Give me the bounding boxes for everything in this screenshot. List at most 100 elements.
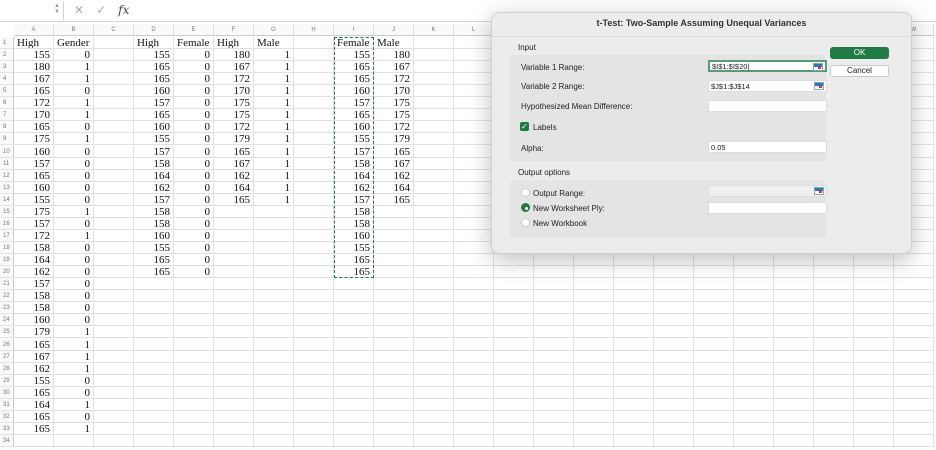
cell-H32[interactable] [294, 410, 334, 423]
cell-F4[interactable]: 172 [214, 73, 254, 86]
cell-U28[interactable] [814, 362, 854, 375]
cell-T34[interactable] [774, 434, 814, 447]
cell-M26[interactable] [494, 338, 534, 351]
range-picker-icon[interactable] [814, 187, 824, 195]
cell-R24[interactable] [694, 314, 734, 327]
cell-E14[interactable]: 0 [174, 193, 214, 206]
cell-W34[interactable] [894, 434, 934, 447]
cell-G13[interactable]: 1 [254, 181, 294, 194]
row-header-29[interactable]: 29 [0, 374, 14, 387]
name-box-stepper-icon[interactable]: ▲ ▼ [54, 3, 60, 15]
cell-O23[interactable] [574, 302, 614, 315]
cell-V30[interactable] [854, 386, 894, 399]
cell-B12[interactable]: 0 [54, 169, 94, 182]
cell-F20[interactable] [214, 266, 254, 279]
cell-F25[interactable] [214, 326, 254, 339]
cell-V28[interactable] [854, 362, 894, 375]
cell-W30[interactable] [894, 386, 934, 399]
cell-L8[interactable] [454, 121, 494, 134]
row-header-8[interactable]: 8 [0, 121, 14, 134]
cell-R28[interactable] [694, 362, 734, 375]
cell-D24[interactable] [134, 314, 174, 327]
name-box[interactable] [0, 1, 64, 20]
cell-L15[interactable] [454, 205, 494, 218]
cell-F2[interactable]: 180 [214, 49, 254, 62]
cell-L31[interactable] [454, 398, 494, 411]
cell-C2[interactable] [94, 49, 134, 62]
cell-J20[interactable] [374, 266, 414, 279]
cell-H17[interactable] [294, 229, 334, 242]
cell-P24[interactable] [614, 314, 654, 327]
cell-G29[interactable] [254, 374, 294, 387]
cell-Q29[interactable] [654, 374, 694, 387]
cell-A9[interactable]: 175 [14, 133, 54, 146]
cell-I3[interactable]: 165 [334, 61, 374, 74]
cell-H5[interactable] [294, 85, 334, 98]
cell-P23[interactable] [614, 302, 654, 315]
cell-Q21[interactable] [654, 278, 694, 291]
cell-W8[interactable] [894, 121, 934, 134]
cell-N28[interactable] [534, 362, 574, 375]
cell-U25[interactable] [814, 326, 854, 339]
cell-P34[interactable] [614, 434, 654, 447]
cell-I21[interactable] [334, 278, 374, 291]
cell-T29[interactable] [774, 374, 814, 387]
cell-W21[interactable] [894, 278, 934, 291]
cell-U29[interactable] [814, 374, 854, 387]
cell-H28[interactable] [294, 362, 334, 375]
cell-V26[interactable] [854, 338, 894, 351]
cell-E5[interactable]: 0 [174, 85, 214, 98]
cell-B13[interactable]: 0 [54, 181, 94, 194]
cell-K10[interactable] [414, 145, 454, 158]
cell-C18[interactable] [94, 242, 134, 255]
cell-K5[interactable] [414, 85, 454, 98]
cell-I1[interactable]: Female [334, 37, 374, 49]
cell-W17[interactable] [894, 229, 934, 242]
cell-M23[interactable] [494, 302, 534, 315]
cell-W20[interactable] [894, 266, 934, 279]
cell-E12[interactable]: 0 [174, 169, 214, 182]
cell-C33[interactable] [94, 422, 134, 435]
cell-B10[interactable]: 0 [54, 145, 94, 158]
column-header-D[interactable]: D [134, 24, 174, 36]
row-header-10[interactable]: 10 [0, 145, 14, 158]
cell-G17[interactable] [254, 229, 294, 242]
cell-K6[interactable] [414, 97, 454, 110]
cell-M32[interactable] [494, 410, 534, 423]
cell-E32[interactable] [174, 410, 214, 423]
cell-N25[interactable] [534, 326, 574, 339]
cell-D11[interactable]: 158 [134, 157, 174, 170]
cell-W10[interactable] [894, 145, 934, 158]
cell-E34[interactable] [174, 434, 214, 447]
cell-J21[interactable] [374, 278, 414, 291]
cell-O26[interactable] [574, 338, 614, 351]
cell-L12[interactable] [454, 169, 494, 182]
cell-C28[interactable] [94, 362, 134, 375]
cell-G9[interactable]: 1 [254, 133, 294, 146]
cell-G34[interactable] [254, 434, 294, 447]
cell-B8[interactable]: 0 [54, 121, 94, 134]
cell-A2[interactable]: 155 [14, 49, 54, 62]
row-header-25[interactable]: 25 [0, 326, 14, 339]
cell-J34[interactable] [374, 434, 414, 447]
cell-M21[interactable] [494, 278, 534, 291]
cell-J17[interactable] [374, 229, 414, 242]
cell-A15[interactable]: 175 [14, 205, 54, 218]
cell-O30[interactable] [574, 386, 614, 399]
cell-H15[interactable] [294, 205, 334, 218]
cell-F15[interactable] [214, 205, 254, 218]
cell-B24[interactable]: 0 [54, 314, 94, 327]
cell-C7[interactable] [94, 109, 134, 122]
cell-R21[interactable] [694, 278, 734, 291]
cell-C21[interactable] [94, 278, 134, 291]
column-header-L[interactable]: L [454, 24, 494, 36]
cell-F21[interactable] [214, 278, 254, 291]
cell-I30[interactable] [334, 386, 374, 399]
cell-B31[interactable]: 1 [54, 398, 94, 411]
column-header-C[interactable]: C [94, 24, 134, 36]
cell-C34[interactable] [94, 434, 134, 447]
cell-M25[interactable] [494, 326, 534, 339]
cell-P29[interactable] [614, 374, 654, 387]
cell-O27[interactable] [574, 350, 614, 363]
cell-L2[interactable] [454, 49, 494, 62]
